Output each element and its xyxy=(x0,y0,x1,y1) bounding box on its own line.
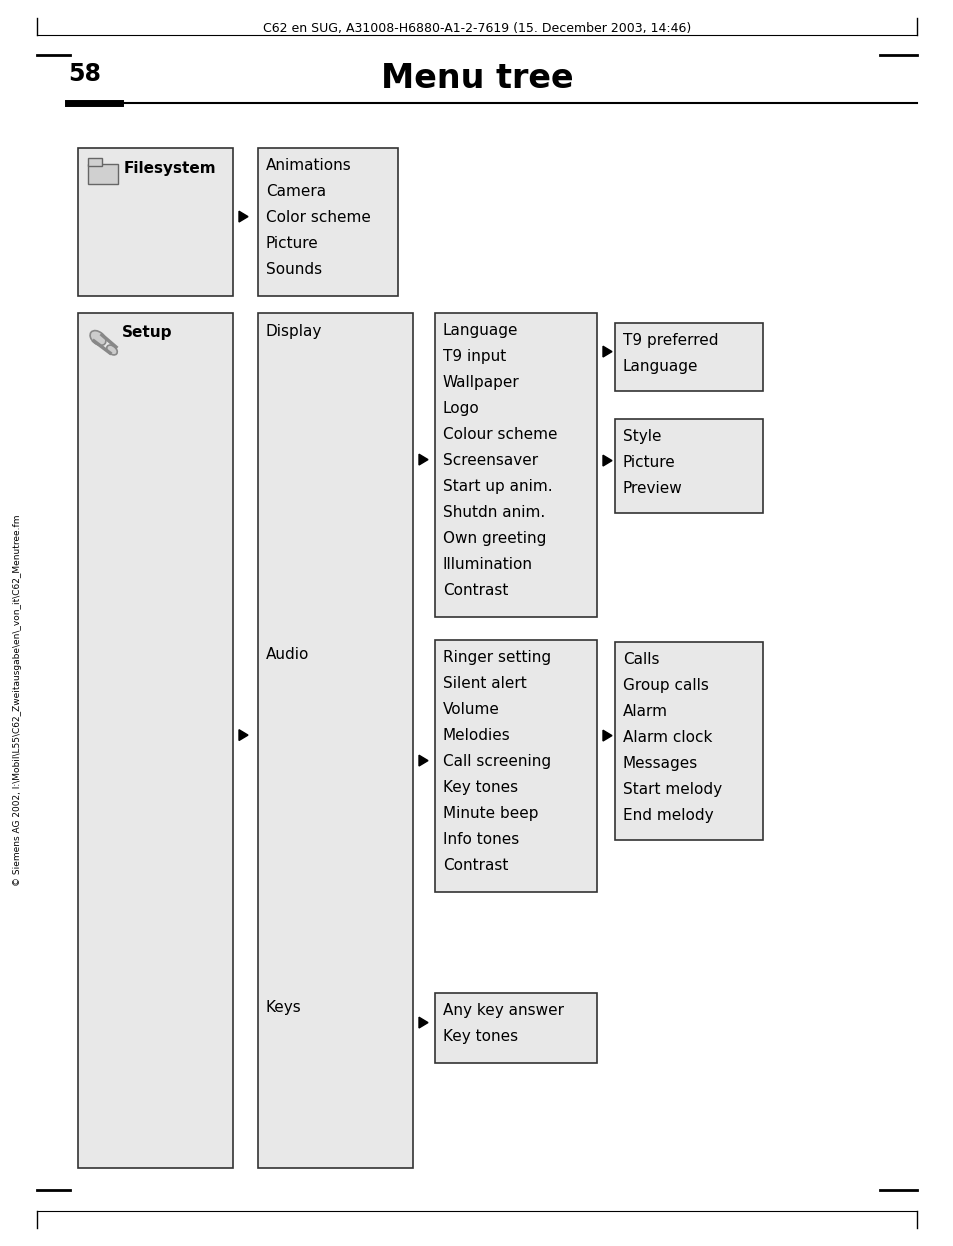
Text: Animations: Animations xyxy=(266,158,352,173)
Text: Own greeting: Own greeting xyxy=(442,531,546,546)
Text: Melodies: Melodies xyxy=(442,728,510,743)
Text: Ringer setting: Ringer setting xyxy=(442,650,551,665)
Text: Style: Style xyxy=(622,429,660,444)
Text: 58: 58 xyxy=(68,62,101,86)
Text: Start up anim.: Start up anim. xyxy=(442,478,552,493)
Text: Picture: Picture xyxy=(266,235,318,250)
Polygon shape xyxy=(418,755,428,766)
Text: Key tones: Key tones xyxy=(442,780,517,795)
Text: Keys: Keys xyxy=(266,1001,301,1015)
Text: Messages: Messages xyxy=(622,756,698,771)
Ellipse shape xyxy=(107,345,117,355)
Text: T9 input: T9 input xyxy=(442,349,506,364)
Bar xyxy=(88,164,118,184)
Text: Wallpaper: Wallpaper xyxy=(442,375,519,390)
Text: Alarm: Alarm xyxy=(622,704,667,719)
Text: Language: Language xyxy=(622,359,698,374)
Text: Logo: Logo xyxy=(442,401,479,416)
Bar xyxy=(615,642,762,840)
Text: Menu tree: Menu tree xyxy=(380,62,573,95)
Bar xyxy=(78,148,233,297)
Bar xyxy=(257,148,397,297)
Text: Filesystem: Filesystem xyxy=(124,161,216,176)
Polygon shape xyxy=(239,730,248,740)
Bar xyxy=(615,323,762,391)
Text: Display: Display xyxy=(266,324,322,339)
Text: Contrast: Contrast xyxy=(442,858,508,873)
Text: Key tones: Key tones xyxy=(442,1029,517,1044)
Text: Calls: Calls xyxy=(622,652,659,667)
Bar xyxy=(88,158,102,166)
Bar xyxy=(435,993,597,1063)
Text: T9 preferred: T9 preferred xyxy=(622,333,718,348)
Bar xyxy=(257,313,413,1168)
Text: Illumination: Illumination xyxy=(442,557,533,572)
Text: Language: Language xyxy=(442,323,518,338)
Polygon shape xyxy=(239,212,248,222)
Bar xyxy=(435,313,597,617)
Text: Any key answer: Any key answer xyxy=(442,1003,563,1018)
Text: Contrast: Contrast xyxy=(442,583,508,598)
Text: End melody: End melody xyxy=(622,807,713,824)
Text: Start melody: Start melody xyxy=(622,782,721,797)
Text: Camera: Camera xyxy=(266,184,326,199)
Text: Minute beep: Minute beep xyxy=(442,806,537,821)
Bar xyxy=(435,640,597,892)
Bar xyxy=(78,313,233,1168)
Text: Audio: Audio xyxy=(266,647,309,662)
Text: © Siemens AG 2002, I:\Mobil\L55\C62_Zweitausgabe\en\_von_it\C62_Menutree.fm: © Siemens AG 2002, I:\Mobil\L55\C62_Zwei… xyxy=(13,515,23,886)
Ellipse shape xyxy=(90,330,106,345)
Text: Shutdn anim.: Shutdn anim. xyxy=(442,505,545,520)
Text: Picture: Picture xyxy=(622,455,675,470)
Text: Silent alert: Silent alert xyxy=(442,677,526,692)
Text: Volume: Volume xyxy=(442,701,499,716)
Text: Alarm clock: Alarm clock xyxy=(622,730,712,745)
Text: Screensaver: Screensaver xyxy=(442,454,537,468)
Polygon shape xyxy=(602,455,612,466)
Polygon shape xyxy=(418,1017,428,1028)
Text: Info tones: Info tones xyxy=(442,832,518,847)
Text: Colour scheme: Colour scheme xyxy=(442,427,557,442)
Bar xyxy=(615,419,762,513)
Polygon shape xyxy=(418,455,428,465)
Text: Call screening: Call screening xyxy=(442,754,551,769)
Text: C62 en SUG, A31008-H6880-A1-2-7619 (15. December 2003, 14:46): C62 en SUG, A31008-H6880-A1-2-7619 (15. … xyxy=(263,22,690,35)
Polygon shape xyxy=(602,346,612,358)
Text: Group calls: Group calls xyxy=(622,678,708,693)
Text: Color scheme: Color scheme xyxy=(266,211,371,226)
Text: Preview: Preview xyxy=(622,481,682,496)
Polygon shape xyxy=(602,730,612,741)
Text: Setup: Setup xyxy=(122,325,172,340)
Text: Sounds: Sounds xyxy=(266,262,322,277)
